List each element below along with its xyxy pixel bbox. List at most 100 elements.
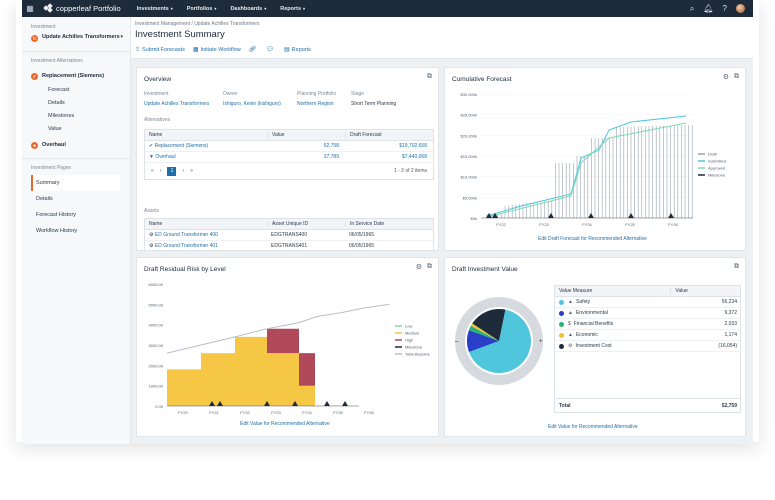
alternative-replacement[interactable]: ✓ Replacement (Siemens) — [31, 73, 105, 80]
portfolio-link[interactable]: Northern Region — [297, 101, 334, 107]
x-tick-label: FY24 — [302, 410, 312, 415]
app-grid-icon[interactable]: ▦ — [26, 4, 34, 13]
divider — [22, 158, 130, 159]
milestone-marker — [668, 213, 674, 218]
nav-investments[interactable]: Investments ▾ — [136, 5, 173, 12]
alt-sub-milestones[interactable]: Milestones — [48, 113, 75, 119]
table-row[interactable]: ⚙ ED Ground Transformer 401 EDGTRANS401 … — [145, 241, 433, 252]
measure-label: Economic — [575, 332, 598, 338]
column-header[interactable]: Draft Forecast — [345, 132, 433, 138]
alternative-link[interactable]: Replacement (Siemens) — [154, 143, 209, 149]
table-row[interactable]: ▼ Overhaul 37,789 $7,440,068 — [145, 152, 433, 163]
milestone-marker — [342, 401, 348, 406]
y-tick-label: 1000.00 — [149, 384, 164, 389]
asset-link[interactable]: ED Ground Transformer 400 — [154, 232, 218, 238]
column-header[interactable]: Value — [670, 288, 740, 294]
milestone-marker — [628, 213, 634, 218]
alternative-forecast: $19,702,658 — [399, 143, 427, 149]
reports-button[interactable]: ▤ Reports — [284, 47, 311, 53]
alt-sub-forecast[interactable]: Forecast — [48, 87, 70, 93]
field-label: Stage — [351, 91, 365, 97]
search-icon[interactable]: ⌕ — [689, 3, 695, 13]
column-header[interactable]: Value Measure — [559, 288, 593, 294]
value-row[interactable]: ▲ Environmental 9,372 — [555, 308, 740, 319]
gear-icon[interactable]: ⚙ — [722, 74, 729, 81]
next-page-icon[interactable]: › — [182, 168, 185, 174]
link-button[interactable]: 🔗︎ — [249, 46, 259, 53]
value-row[interactable]: ▲ Economic 1,174 — [555, 330, 740, 341]
page-forecast-history[interactable]: Forecast History — [36, 212, 77, 218]
pie-slice — [472, 309, 506, 341]
last-page-icon[interactable]: » — [190, 168, 193, 174]
alternative-overhaul[interactable]: ● Overhaul — [31, 142, 66, 149]
nav-portfolios[interactable]: Portfolios ▾ — [186, 5, 217, 12]
first-page-icon[interactable]: « — [151, 168, 154, 174]
table-row[interactable]: ✔ Replacement (Siemens) 52,758 $19,702,6… — [145, 141, 433, 152]
submit-forecasts-button[interactable]: ⇪ Submit Forecasts — [135, 47, 185, 53]
measure-label: Safety — [575, 299, 591, 305]
nav-reports[interactable]: Reports ▾ — [280, 5, 306, 12]
table-row[interactable]: ⚙ ED Ground Transformer 400 EDGTRANS400 … — [145, 230, 433, 241]
column-header[interactable]: Asset Unique ID — [267, 221, 345, 227]
minus-icon: – — [455, 339, 459, 345]
column-header[interactable]: Name — [149, 132, 163, 138]
milestone-marker — [217, 401, 223, 406]
initiate-workflow-button[interactable]: ▦ Initiate Workflow — [192, 47, 241, 53]
measure-icon: $ — [568, 321, 571, 327]
gear-icon: ⚙ — [149, 232, 155, 238]
x-tick-label: FY22 — [240, 410, 250, 415]
column-header[interactable]: In Service Date — [345, 221, 433, 227]
legend-swatch — [559, 332, 564, 338]
value-row[interactable]: $ Financial Benefits 2,033 — [555, 319, 740, 330]
y-tick-label: 3000.00 — [149, 343, 164, 348]
column-header[interactable]: Value — [267, 132, 345, 138]
avatar[interactable] — [736, 4, 745, 13]
page-summary[interactable]: Summary — [31, 175, 120, 191]
alt-sub-details[interactable]: Details — [48, 100, 65, 106]
page-workflow-history[interactable]: Workflow History — [36, 228, 78, 234]
page-number-button[interactable]: 1 — [167, 166, 177, 176]
edit-forecast-link[interactable]: Edit Draft Forecast for Recommended Alte… — [538, 236, 647, 242]
help-icon[interactable]: ? — [722, 4, 727, 13]
brand-logo[interactable]: copperleaf Portfolio — [43, 3, 121, 13]
alt-sub-value[interactable]: Value — [48, 126, 62, 132]
alternative-link[interactable]: Overhaul — [155, 154, 176, 160]
asset-id: EDGTRANS400 — [271, 232, 308, 238]
edit-value-link[interactable]: Edit Value for Recommended Alternative — [548, 424, 638, 430]
investment-label: Investment — [31, 24, 56, 30]
legend-label: Total Baseline — [405, 352, 431, 357]
table-header: Value Measure Value — [555, 286, 740, 297]
owner-link[interactable]: Ishiguro, Kevin (kishiguro) — [223, 101, 281, 107]
legend-label: Low — [405, 324, 412, 329]
page-details[interactable]: Details — [36, 196, 53, 202]
investment-selector[interactable]: ↻ Update Achilles Transformers ▾ — [22, 30, 130, 42]
comments-button[interactable]: 💬︎ — [266, 46, 276, 53]
y-tick-label: 5000.00 — [149, 302, 164, 307]
expand-icon[interactable]: ⧉ — [427, 73, 432, 80]
filter-icon: ▼ — [149, 154, 156, 160]
y-tick-label: $15,000k — [461, 154, 477, 159]
expand-icon[interactable]: ⧉ — [427, 263, 432, 270]
column-header[interactable]: Name — [149, 221, 163, 227]
brand-name: copperleaf Portfolio — [56, 4, 121, 13]
asset-link[interactable]: ED Ground Transformer 401 — [154, 243, 218, 249]
investment-link[interactable]: Update Achilles Transformers — [144, 101, 210, 107]
nav-dashboards[interactable]: Dashboards ▾ — [230, 5, 267, 12]
value-title: Draft Investment Value — [452, 266, 518, 273]
gear-icon[interactable]: ⚙ — [415, 264, 422, 271]
measure-value: (16,054) — [718, 343, 737, 349]
cumulative-title: Cumulative Forecast — [452, 76, 512, 83]
prev-page-icon[interactable]: ‹ — [159, 168, 162, 174]
measure-icon: ▲ — [568, 299, 573, 305]
expand-icon[interactable]: ⧉ — [734, 73, 739, 80]
x-tick-label: FY22 — [496, 222, 506, 227]
edit-value-link[interactable]: Edit Value for Recommended Alternative — [240, 421, 330, 427]
expand-icon[interactable]: ⧉ — [734, 263, 739, 270]
value-row[interactable]: ⚙ Investment Cost (16,054) — [555, 341, 740, 352]
bell-icon[interactable]: 🔔︎ — [703, 4, 714, 13]
measure-value: 2,033 — [724, 321, 737, 327]
alternatives-label: Alternatives — [144, 117, 171, 123]
investment-name: Update Achilles Transformers — [42, 34, 120, 40]
breadcrumb[interactable]: Investment Management / Update Achilles … — [135, 21, 260, 27]
value-row[interactable]: ▲ Safety 56,234 — [555, 297, 740, 308]
